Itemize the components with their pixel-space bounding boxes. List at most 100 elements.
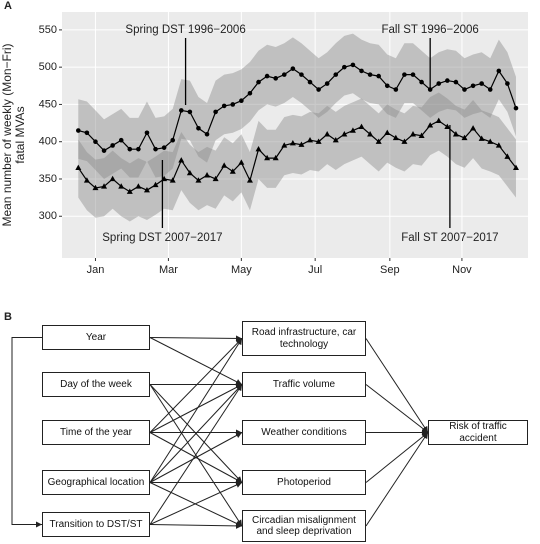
y-axis-label-line: fatal MVAs <box>13 106 27 163</box>
data-point <box>92 184 99 191</box>
data-point <box>470 125 477 131</box>
data-point <box>504 153 511 159</box>
data-point <box>127 146 133 152</box>
node: Risk of traffic accident <box>428 420 528 445</box>
data-point <box>135 183 142 189</box>
confidence-band <box>78 92 516 222</box>
data-point <box>367 131 374 137</box>
x-tick-label: Jul <box>308 264 322 276</box>
node: Photoperiod <box>242 470 366 495</box>
data-point <box>487 138 494 144</box>
panel-label: B <box>4 311 12 323</box>
data-point <box>307 79 313 85</box>
data-point <box>281 142 288 148</box>
data-point <box>290 66 296 71</box>
node: Day of the week <box>42 372 150 397</box>
data-point <box>453 79 459 85</box>
data-point <box>153 146 158 152</box>
series-line <box>77 120 517 193</box>
node: Year <box>42 325 150 350</box>
x-tick-label: Jan <box>87 264 105 276</box>
data-point <box>186 169 193 176</box>
node: Circadian misalignment and sleep depriva… <box>242 510 366 542</box>
data-point <box>333 72 339 77</box>
data-point <box>101 148 107 153</box>
data-point <box>436 81 442 86</box>
data-point <box>109 175 116 182</box>
data-point <box>239 98 244 104</box>
data-point <box>298 141 305 147</box>
data-point <box>143 186 150 193</box>
data-point <box>264 154 271 161</box>
edge <box>11 337 42 528</box>
data-point <box>341 131 348 137</box>
data-point <box>299 72 304 77</box>
data-point <box>289 140 296 146</box>
edge <box>149 522 243 529</box>
data-point <box>487 87 493 92</box>
data-point <box>402 72 407 77</box>
data-point <box>324 81 330 86</box>
data-point <box>178 108 184 113</box>
data-point <box>384 129 391 135</box>
data-point <box>256 79 261 85</box>
data-point <box>118 137 124 143</box>
data-point <box>350 62 356 68</box>
data-point <box>246 177 253 183</box>
data-point <box>221 103 227 109</box>
annotation: Fall ST 2007−2017 <box>401 232 498 244</box>
data-point <box>229 168 236 174</box>
edge <box>149 384 243 433</box>
edge <box>149 432 243 483</box>
data-point <box>461 134 468 141</box>
edge <box>365 432 429 527</box>
data-point <box>478 135 485 141</box>
y-tick-label: 550 <box>39 24 57 36</box>
data-point <box>427 122 434 128</box>
data-point <box>118 183 125 189</box>
edge <box>149 482 243 525</box>
panel-label: A <box>4 0 12 12</box>
data-point <box>427 87 433 92</box>
data-point <box>126 188 133 194</box>
data-point <box>238 159 245 165</box>
data-point <box>247 90 253 96</box>
data-point <box>410 131 417 137</box>
edge <box>365 384 429 433</box>
node: Weather conditions <box>242 420 366 445</box>
node: Transition to DST/ST <box>42 512 150 537</box>
data-point <box>435 117 442 124</box>
data-point <box>101 183 108 189</box>
data-point <box>204 172 211 178</box>
data-point <box>342 64 347 70</box>
data-point <box>187 109 193 115</box>
annotation: Spring DST 1996−2006 <box>125 24 245 36</box>
data-point <box>273 76 278 81</box>
node: Time of the year <box>42 420 150 445</box>
data-point <box>316 87 321 92</box>
data-point <box>169 177 176 183</box>
y-axis-label: Mean number of weekly (Mon−Fri)fatal MVA… <box>0 43 27 226</box>
edge <box>149 337 243 385</box>
data-point <box>444 123 451 129</box>
edge <box>149 384 243 525</box>
data-point <box>495 142 502 148</box>
data-point <box>505 81 510 86</box>
data-point <box>332 137 339 143</box>
data-point <box>393 87 399 92</box>
data-point <box>358 123 365 129</box>
node: Road infrastructure, car technology <box>242 321 366 356</box>
y-tick-label: 500 <box>39 61 57 73</box>
data-point <box>152 181 159 188</box>
series-line <box>78 64 517 152</box>
data-point <box>307 137 314 143</box>
data-point <box>418 132 425 138</box>
data-point <box>392 134 399 141</box>
data-point <box>452 131 459 137</box>
edge <box>149 482 243 527</box>
annotation: Spring DST 2007−2017 <box>102 232 222 244</box>
x-tick-label: Nov <box>452 264 472 276</box>
y-tick-label: 300 <box>39 210 57 222</box>
data-point <box>349 127 356 133</box>
